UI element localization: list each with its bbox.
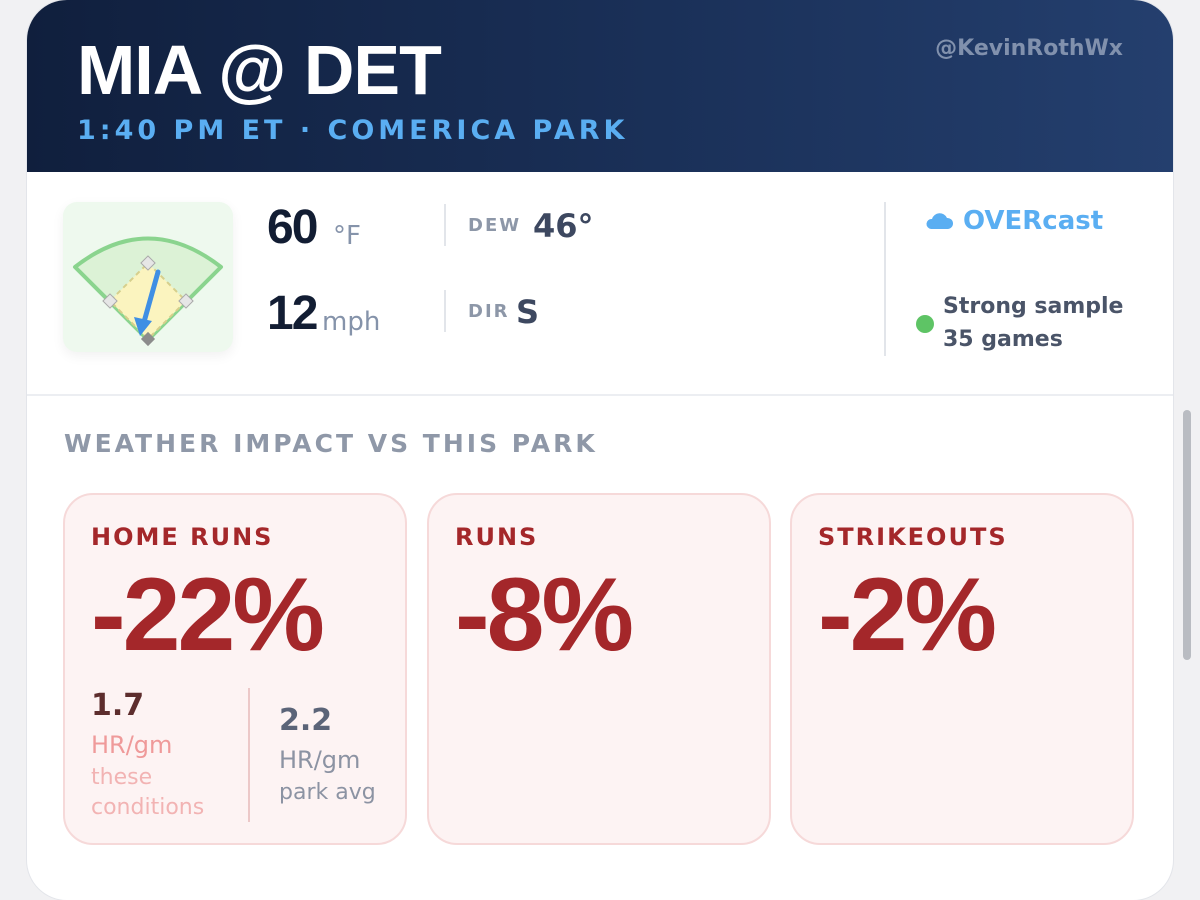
divider	[444, 290, 446, 332]
sky-condition: OVERcast	[963, 206, 1104, 236]
temperature-value: 60	[267, 201, 318, 254]
park-avg-note: park avg	[279, 780, 376, 805]
current-hr-note: conditions	[91, 795, 205, 820]
park-avg-hr-unit: HR/gm	[279, 746, 361, 774]
sample-status-dot	[916, 315, 934, 333]
dew-point-value: 46°	[533, 207, 594, 245]
metric-card-home-runs: HOME RUNS -22% 1.7 HR/gm these condition…	[63, 493, 407, 845]
metric-card-runs: RUNS -8%	[427, 493, 771, 845]
wind-speed-unit: mph	[322, 307, 381, 337]
impact-section-title: WEATHER IMPACT VS THIS PARK	[64, 429, 598, 458]
baseball-field-wind-icon	[63, 202, 233, 352]
conditions-section: 60 °F 12 mph DEW 46° DIR S OVERcast Stro…	[27, 172, 1173, 396]
metric-value: -8%	[455, 557, 634, 673]
wind-direction-label: DIR	[468, 301, 510, 322]
divider	[248, 688, 250, 822]
matchup-title: MIA @ DET	[77, 31, 442, 109]
author-handle: @KevinRothWx	[935, 36, 1123, 61]
metric-value: -2%	[818, 557, 997, 673]
game-weather-card: MIA @ DET 1:40 PM ET · COMERICA PARK @Ke…	[27, 0, 1173, 900]
temperature-unit: °F	[333, 221, 361, 251]
metric-label: RUNS	[455, 523, 539, 551]
dew-point-label: DEW	[468, 215, 522, 236]
sample-games: 35 games	[943, 327, 1063, 352]
field-diagram	[73, 236, 223, 347]
metric-label: STRIKEOUTS	[818, 523, 1008, 551]
wind-speed-value: 12	[267, 287, 318, 340]
metric-card-strikeouts: STRIKEOUTS -2%	[790, 493, 1134, 845]
metric-label: HOME RUNS	[91, 523, 274, 551]
scrollbar[interactable]	[1183, 410, 1191, 660]
card-header: MIA @ DET 1:40 PM ET · COMERICA PARK @Ke…	[27, 0, 1173, 172]
park-avg-hr-value: 2.2	[279, 703, 333, 738]
current-hr-note: these	[91, 765, 153, 790]
current-hr-value: 1.7	[91, 688, 145, 723]
divider	[444, 204, 446, 246]
current-hr-unit: HR/gm	[91, 731, 173, 759]
sample-size: Strong sample 35 games	[943, 290, 1123, 356]
game-time-venue: 1:40 PM ET · COMERICA PARK	[77, 115, 629, 146]
wind-direction-value: S	[516, 293, 540, 331]
metric-value: -22%	[91, 557, 325, 673]
divider	[884, 202, 886, 356]
sample-strength: Strong sample	[943, 294, 1124, 319]
cloud-icon	[926, 213, 954, 229]
